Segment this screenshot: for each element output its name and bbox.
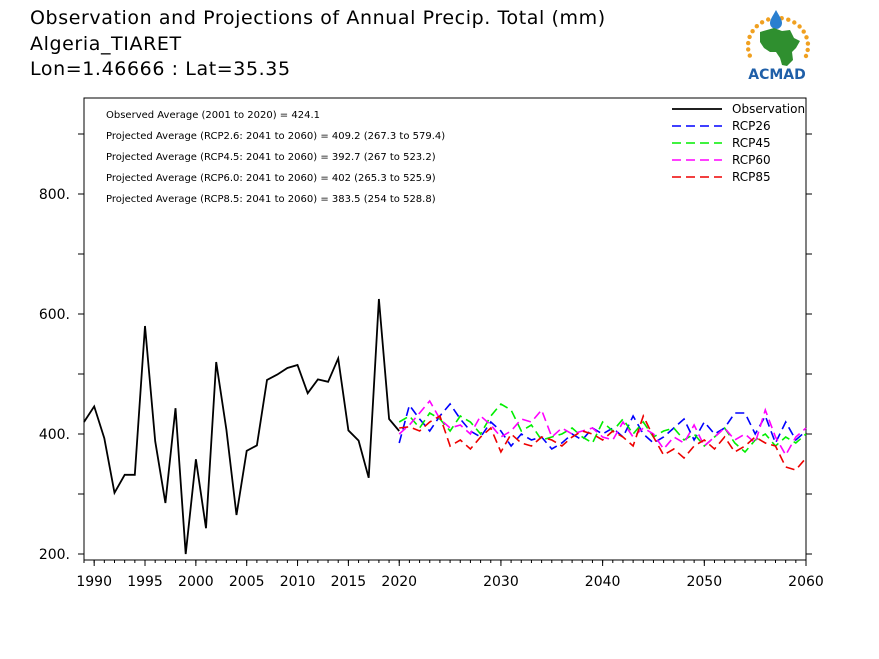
series-lines [83, 298, 807, 555]
sun-ray-dot [797, 24, 802, 29]
axis-ticks [78, 133, 812, 566]
series-line-rcp85 [399, 413, 807, 471]
x-tick-labels: 1990 1995 2000 2005 2010 2015 2020 2030 2040 2050… [76, 574, 823, 590]
stat-line: Projected Average (RCP4.5: 2041 to 2060)… [106, 152, 436, 163]
y-tick-label: 400. [39, 427, 70, 443]
x-tick-label: 1995 [127, 574, 163, 590]
stat-line: Projected Average (RCP2.6: 2041 to 2060)… [106, 131, 445, 142]
stat-line: Projected Average (RCP6.0: 2041 to 2060)… [106, 173, 436, 184]
legend-label: RCP85 [732, 170, 771, 184]
africa-shape [760, 28, 800, 66]
sun-ray-dot [804, 35, 809, 40]
stat-line: Observed Average (2001 to 2020) = 424.1 [106, 110, 320, 121]
legend-label: RCP26 [732, 119, 771, 133]
series-line-rcp45 [398, 402, 807, 454]
x-tick-label: 2005 [229, 574, 265, 590]
sun-rays [746, 16, 811, 59]
sun-ray-dot [766, 17, 771, 22]
coordinates: Lon=1.46666 : Lat=35.35 [30, 58, 291, 80]
x-tick-label: 2060 [788, 574, 824, 590]
x-tick-label: 2020 [381, 574, 417, 590]
sun-ray-dot [747, 34, 752, 40]
y-tick-label: 600. [39, 307, 70, 323]
water-drop-icon [770, 10, 782, 29]
chart-title: Observation and Projections of Annual Pr… [30, 7, 606, 29]
x-tick-label: 2000 [178, 574, 214, 590]
sun-ray-dot [805, 47, 810, 53]
sun-ray-dot [803, 53, 809, 59]
sun-ray-dot [750, 29, 755, 34]
stat-line: Projected Average (RCP8.5: 2041 to 2060)… [106, 194, 436, 205]
x-tick-label: 2040 [585, 574, 621, 590]
location-name: Algeria_TIARET [30, 33, 182, 55]
x-tick-label: 2050 [686, 574, 722, 590]
legend-label: Observation [732, 102, 805, 116]
y-tick-label: 800. [39, 187, 70, 203]
plot-frame [83, 97, 807, 561]
sun-ray-dot [792, 20, 797, 25]
acmad-logo: ACMAD [736, 8, 818, 83]
series-line-observation [83, 298, 400, 555]
sun-ray-dot [746, 47, 751, 52]
x-tick-label: 1990 [76, 574, 112, 590]
sun-ray-dot [746, 40, 751, 46]
x-tick-label: 2015 [331, 574, 367, 590]
legend-label: RCP45 [732, 136, 771, 150]
y-tick-label: 200. [39, 547, 70, 563]
x-tick-label: 2010 [280, 574, 316, 590]
y-tick-labels: 200. 400. 600. 800. [39, 187, 70, 563]
sun-ray-dot [786, 17, 791, 22]
sun-ray-dot [801, 29, 806, 34]
series-line-rcp26 [398, 402, 807, 451]
stats-annotations: Observed Average (2001 to 2020) = 424.1 P… [106, 110, 445, 205]
series-line-rcp60 [398, 399, 807, 457]
sun-ray-dot [747, 53, 752, 58]
sun-ray-dot [754, 24, 759, 29]
logo-text: ACMAD [748, 67, 806, 82]
sun-ray-dot [805, 41, 811, 46]
legend-label: RCP60 [732, 153, 771, 167]
africa-map-icon: ACMAD [746, 10, 811, 83]
legend: Observation RCP26 RCP45 RCP60 RCP85 [672, 102, 805, 184]
x-tick-label: 2030 [483, 574, 519, 590]
sun-ray-dot [759, 20, 765, 25]
